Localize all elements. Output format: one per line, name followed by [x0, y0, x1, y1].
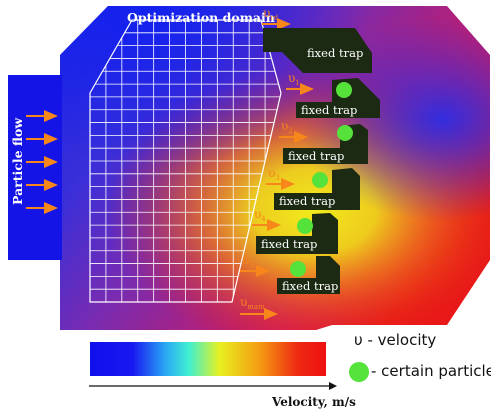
inlet-arrows: [26, 110, 58, 214]
trap-label: fixed trap: [288, 149, 344, 163]
velocity-symbol: υmain: [240, 295, 265, 311]
legend-velocity-symbol: υ: [354, 331, 363, 349]
velocity-symbol: υ4: [254, 207, 266, 223]
velocity-field: [8, 6, 490, 330]
certain-particle: [312, 172, 328, 188]
fixed-trap: [296, 78, 380, 118]
top-velocity-label: υrd: [262, 6, 291, 30]
fixed-traps: fixed trap fixed trap fixed trap fixed t…: [256, 28, 380, 294]
colorbar-axis-arrowhead: [329, 382, 337, 390]
main-velocity-label: υmain: [240, 295, 278, 320]
fixed-trap: [256, 213, 338, 254]
fixed-trap: [277, 256, 340, 294]
trap-label: fixed trap: [261, 237, 317, 251]
fixed-trap: [274, 168, 360, 210]
optimization-grid: [89, 19, 282, 303]
trap-label: fixed trap: [307, 46, 363, 60]
velocity-colorbar: [90, 342, 326, 376]
certain-particle: [297, 218, 313, 234]
legend-velocity: υ - velocity: [354, 331, 436, 349]
trap-label: fixed trap: [301, 103, 357, 117]
legend-particle-text: - certain particle: [371, 362, 491, 380]
velocity-symbol: υ1: [288, 71, 300, 87]
domain-label: Optimization domain: [127, 10, 275, 25]
legend-velocity-text: - velocity: [367, 331, 437, 349]
legend-particle-dot: [349, 362, 369, 382]
certain-particle: [337, 125, 353, 141]
colorbar-label: Velocity, m/s: [271, 395, 356, 409]
velocity-symbol: υ2: [281, 119, 293, 135]
inlet-label: Particle flow: [10, 117, 25, 205]
velocity-symbol: υ3: [268, 166, 280, 182]
velocity-symbol: υ5: [242, 253, 254, 269]
velocity-symbol: υrd: [263, 6, 279, 22]
grid-outline: [89, 19, 282, 303]
slot-velocity-labels: υ1 υ2 υ3 υ4 υ5: [240, 71, 314, 277]
trap-label: fixed trap: [279, 194, 335, 208]
certain-particle: [290, 261, 306, 277]
fixed-trap: [263, 28, 372, 73]
trap-label: fixed trap: [282, 279, 338, 293]
certain-particle: [336, 82, 352, 98]
